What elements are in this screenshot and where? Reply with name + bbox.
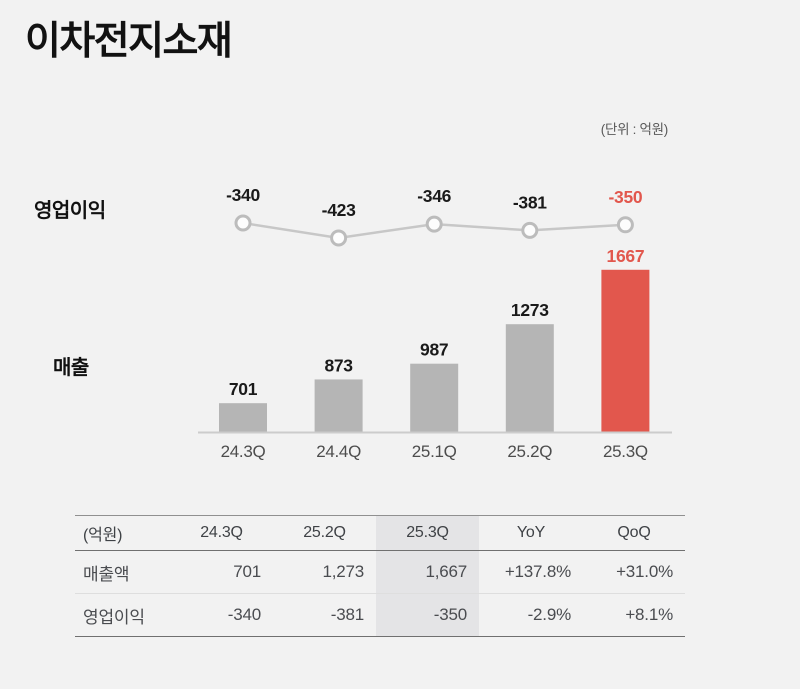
header-cell-24-3q: 24.3Q <box>200 524 243 541</box>
page-title: 이차전지소재 <box>25 20 233 63</box>
profit-point-25.3Q <box>616 216 634 234</box>
bar-value-label: 873 <box>324 355 353 375</box>
table-header-row: (억원) 24.3Q 25.2Q 25.3Q YoY QoQ <box>75 515 685 551</box>
x-axis-label: 24.4Q <box>316 442 361 461</box>
row-label-revenue: 매출액 <box>83 564 130 584</box>
x-axis-label: 25.1Q <box>412 442 457 461</box>
line-value-label: -381 <box>513 192 547 212</box>
x-axis-label: 25.2Q <box>507 442 552 461</box>
data-cell: -381 <box>330 605 364 624</box>
revenue-bar-25.2Q <box>505 324 554 432</box>
profit-point-24.3Q <box>234 214 252 232</box>
bar-value-label: 987 <box>420 340 448 360</box>
unit-label: (단위 : 억원) <box>600 122 669 137</box>
data-cell-highlight: -350 <box>376 593 479 637</box>
operating-profit-series-label: 영업이익 <box>34 200 106 222</box>
data-cell: -2.9% <box>527 605 572 624</box>
data-cell: 1,273 <box>322 562 364 581</box>
header-cell-qoq: QoQ <box>617 524 651 541</box>
revenue-series-label: 매출 <box>53 357 89 379</box>
line-value-label: -423 <box>322 200 356 220</box>
revenue-bar-25.1Q <box>410 363 459 432</box>
bar-value-label: 1273 <box>511 300 549 320</box>
table-row-revenue: 매출액 701 1,273 1,667 +137.8% +31.0% <box>75 550 685 594</box>
revenue-bar-25.3Q <box>601 269 650 432</box>
summary-table: (억원) 24.3Q 25.2Q 25.3Q YoY QoQ 매출액 701 1… <box>75 515 685 637</box>
header-cell-yoy: YoY <box>516 524 546 541</box>
header-cell-25-3q: 25.3Q <box>376 515 479 551</box>
x-axis-label: 24.3Q <box>221 442 266 461</box>
bar-value-label: 701 <box>229 379 258 399</box>
data-cell: -340 <box>227 605 261 624</box>
revenue-bar-24.4Q <box>314 379 363 432</box>
profit-point-24.4Q <box>330 229 348 247</box>
profit-point-25.1Q <box>425 215 443 233</box>
row-label-operating-profit: 영업이익 <box>83 607 145 627</box>
table-row-operating-profit: 영업이익 -340 -381 -350 -2.9% +8.1% <box>75 593 685 637</box>
line-value-label: -350 <box>608 187 642 207</box>
combo-chart: 701 873 987 1273 1667 24.3Q 24.4Q 25.1Q 25.2Q 25.… <box>198 185 672 461</box>
bar-value-label: 1667 <box>607 246 645 266</box>
profit-point-25.2Q <box>521 221 539 239</box>
data-cell: 701 <box>233 562 261 581</box>
revenue-bar-24.3Q <box>219 403 267 432</box>
line-value-label: -340 <box>226 185 260 205</box>
data-cell: +137.8% <box>504 562 571 581</box>
line-value-label: -346 <box>417 186 451 206</box>
header-cell-unit: (억원) <box>83 527 123 544</box>
data-cell-highlight: 1,667 <box>376 550 479 594</box>
x-axis-label: 25.3Q <box>603 442 648 461</box>
header-cell-25-2q: 25.2Q <box>303 524 346 541</box>
data-cell: +8.1% <box>625 605 673 624</box>
data-cell: +31.0% <box>616 562 673 581</box>
